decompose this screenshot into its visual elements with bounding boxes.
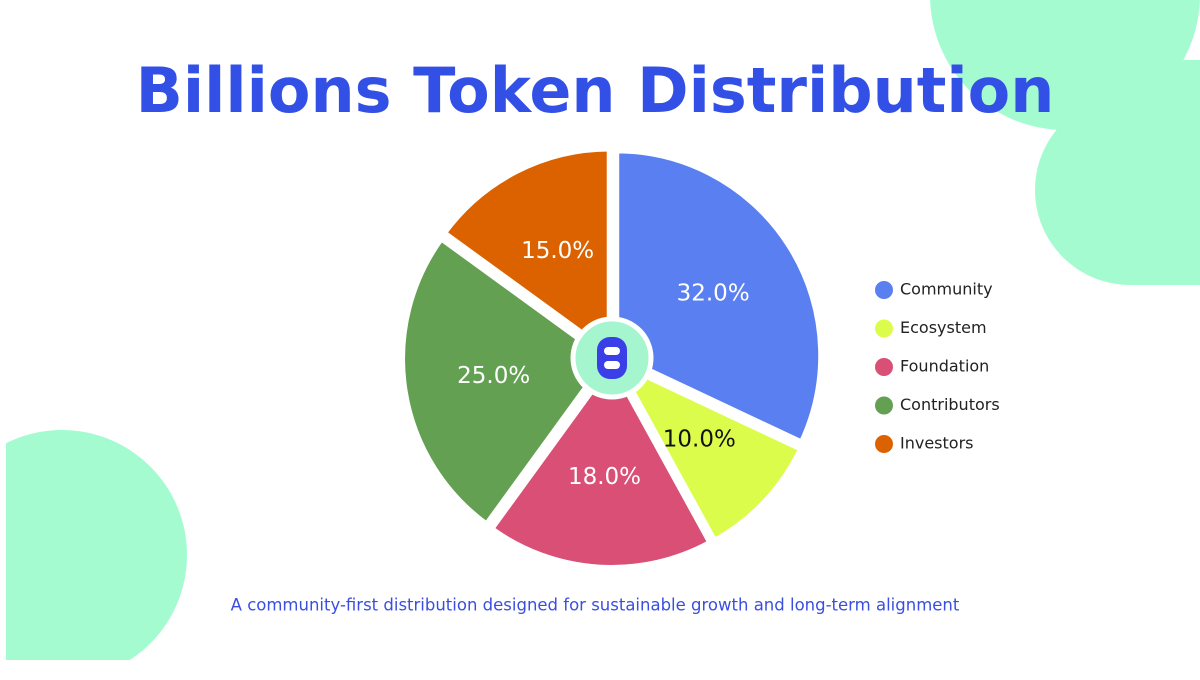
pie-slice: [488, 359, 714, 571]
legend-label: Contributors: [900, 395, 1000, 414]
chart-subtitle: A community-first distribution designed …: [231, 596, 960, 615]
value-label: 18.0%: [568, 464, 641, 490]
pie-slice: [440, 145, 613, 357]
legend-label: Ecosystem: [900, 318, 987, 337]
legend-swatch: [875, 396, 893, 415]
legend-swatch: [875, 319, 893, 338]
pie-slice: [399, 235, 611, 528]
legend: Community Ecosystem Foundation Contributors…: [875, 280, 1000, 453]
value-label: 10.0%: [663, 427, 736, 453]
pie-slice: [613, 147, 825, 446]
legend-label: Investors: [900, 434, 973, 453]
value-label: 25.0%: [457, 363, 530, 389]
value-label: 32.0%: [677, 280, 750, 306]
pie: 32.0% 10.0% 18.0% 25.0% 15.0%: [399, 145, 825, 571]
legend-label: Foundation: [900, 357, 989, 376]
legend-swatch: [875, 281, 893, 299]
pie-slice: [612, 358, 805, 545]
value-label: 15.0%: [521, 238, 594, 264]
center-logo: [570, 316, 654, 400]
legend-swatch: [875, 435, 893, 453]
chart-title: Billions Token Distribution: [136, 54, 1055, 127]
legend-swatch: [875, 358, 893, 376]
legend-label: Community: [900, 280, 993, 299]
